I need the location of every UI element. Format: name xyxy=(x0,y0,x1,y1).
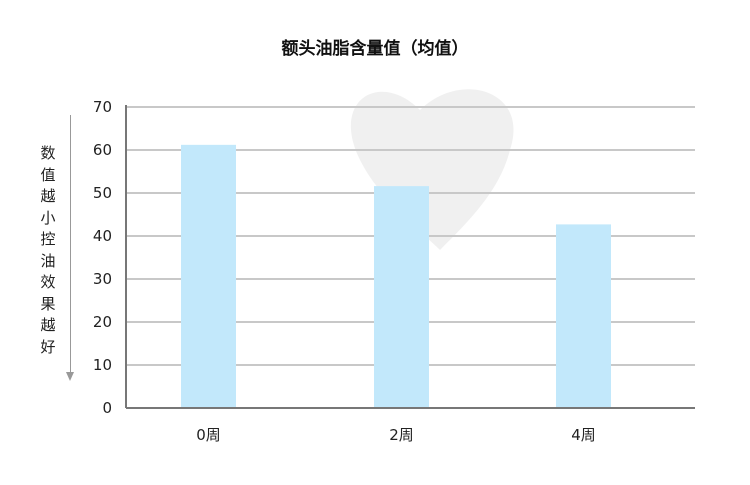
chart-title: 额头油脂含量值（均值） xyxy=(281,39,469,59)
arrow-down-icon xyxy=(66,372,74,381)
y-tick-label: 0 xyxy=(102,399,112,417)
y-arrow-line xyxy=(70,115,71,373)
y-tick-label: 30 xyxy=(93,270,112,288)
y-tick-label: 40 xyxy=(93,227,112,245)
y-tick-label: 60 xyxy=(93,141,112,159)
bar-4周 xyxy=(556,224,611,408)
x-tick-label: 4周 xyxy=(571,426,596,444)
bar-0周 xyxy=(181,144,236,408)
y-tick-label: 20 xyxy=(93,313,112,331)
y-tick-label: 10 xyxy=(93,356,112,374)
bar-2周 xyxy=(374,186,429,408)
watermark xyxy=(350,89,514,250)
x-tick-label: 0周 xyxy=(196,426,221,444)
y-tick-label: 50 xyxy=(93,184,112,202)
y-tick-label: 70 xyxy=(93,98,112,116)
y-axis-label: 数值越小控油效果越好 xyxy=(40,144,56,356)
x-tick-label: 2周 xyxy=(389,426,414,444)
